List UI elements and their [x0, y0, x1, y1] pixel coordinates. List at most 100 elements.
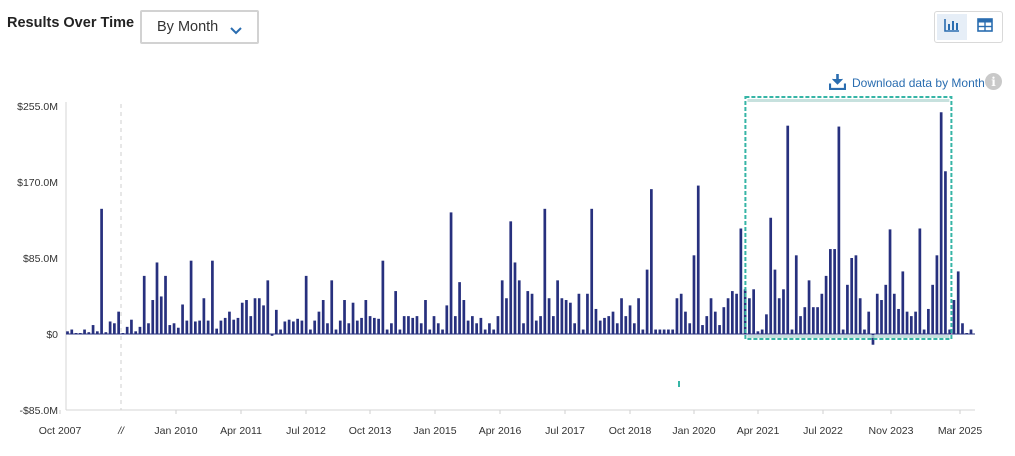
bar[interactable]	[343, 300, 346, 334]
bar[interactable]	[598, 320, 602, 334]
bar[interactable]	[492, 329, 496, 334]
bar[interactable]	[415, 316, 419, 334]
bar[interactable]	[829, 249, 832, 334]
bar[interactable]	[560, 298, 564, 334]
bar[interactable]	[526, 291, 530, 334]
bar[interactable]	[104, 332, 108, 334]
bar[interactable]	[662, 329, 666, 334]
bar[interactable]	[117, 311, 120, 334]
bar[interactable]	[194, 321, 197, 334]
bar[interactable]	[228, 311, 231, 334]
bar[interactable]	[858, 298, 862, 334]
bar[interactable]	[961, 323, 964, 334]
bar[interactable]	[816, 307, 819, 334]
bar[interactable]	[91, 325, 95, 334]
bar[interactable]	[147, 323, 150, 334]
bar[interactable]	[624, 316, 628, 334]
bar[interactable]	[364, 300, 368, 334]
bar[interactable]	[223, 317, 227, 334]
bar[interactable]	[760, 329, 764, 334]
bar[interactable]	[611, 311, 615, 334]
bar[interactable]	[752, 289, 755, 334]
bar[interactable]	[522, 323, 525, 334]
bar[interactable]	[620, 298, 623, 334]
bar[interactable]	[232, 319, 236, 334]
bar[interactable]	[820, 293, 824, 334]
bar[interactable]	[419, 323, 423, 334]
bar[interactable]	[471, 316, 474, 334]
bar[interactable]	[573, 323, 576, 334]
bar[interactable]	[944, 171, 947, 334]
bar[interactable]	[185, 320, 189, 334]
bar[interactable]	[705, 316, 709, 334]
bar[interactable]	[240, 302, 244, 334]
bar[interactable]	[330, 280, 334, 334]
bar[interactable]	[824, 275, 828, 334]
bar[interactable]	[287, 319, 291, 334]
bar[interactable]	[424, 300, 427, 334]
bar[interactable]	[219, 320, 223, 334]
bar[interactable]	[577, 293, 581, 334]
bar[interactable]	[807, 280, 811, 334]
bar[interactable]	[918, 228, 922, 334]
bar[interactable]	[266, 280, 270, 334]
bar[interactable]	[931, 284, 934, 334]
bar[interactable]	[151, 300, 155, 334]
bar[interactable]	[675, 298, 679, 334]
bar[interactable]	[556, 280, 559, 334]
bar[interactable]	[245, 300, 248, 334]
bar[interactable]	[326, 323, 329, 334]
bar[interactable]	[138, 326, 142, 334]
bar[interactable]	[441, 329, 444, 334]
bar[interactable]	[539, 316, 542, 334]
bar[interactable]	[909, 316, 913, 334]
bar[interactable]	[466, 320, 470, 334]
bar[interactable]	[164, 275, 167, 334]
bar[interactable]	[296, 318, 299, 334]
bar[interactable]	[317, 311, 321, 334]
bar[interactable]	[726, 298, 730, 334]
bar[interactable]	[867, 311, 871, 334]
bar[interactable]	[134, 331, 138, 334]
bar[interactable]	[671, 329, 675, 334]
bar[interactable]	[262, 305, 265, 334]
bar[interactable]	[739, 228, 743, 334]
bar[interactable]	[654, 329, 657, 334]
bar[interactable]	[854, 255, 858, 334]
bar[interactable]	[368, 316, 372, 334]
bar[interactable]	[833, 249, 836, 334]
bar[interactable]	[969, 329, 973, 334]
bar[interactable]	[590, 208, 594, 334]
bar[interactable]	[965, 333, 969, 334]
bar[interactable]	[645, 269, 649, 334]
bar[interactable]	[769, 217, 773, 334]
bar-view-button[interactable]	[937, 14, 967, 40]
download-data-link[interactable]: Download data by Month	[828, 73, 985, 93]
bar[interactable]	[411, 317, 415, 334]
bar[interactable]	[202, 298, 206, 334]
bar[interactable]	[799, 316, 802, 334]
bar[interactable]	[436, 323, 440, 334]
bar[interactable]	[313, 320, 317, 334]
bar[interactable]	[569, 302, 572, 334]
bar[interactable]	[176, 327, 180, 334]
bar[interactable]	[189, 260, 193, 334]
bar[interactable]	[249, 316, 253, 334]
bar[interactable]	[888, 229, 892, 334]
bar[interactable]	[935, 255, 939, 334]
bar[interactable]	[292, 321, 295, 334]
bar[interactable]	[543, 208, 547, 334]
bar[interactable]	[483, 329, 487, 334]
bar[interactable]	[688, 323, 692, 334]
bar[interactable]	[283, 321, 287, 334]
bar[interactable]	[939, 112, 943, 334]
bar[interactable]	[130, 319, 133, 334]
bar[interactable]	[884, 284, 888, 334]
bar[interactable]	[159, 296, 163, 334]
bar[interactable]	[394, 291, 398, 334]
bar[interactable]	[500, 280, 504, 334]
bar[interactable]	[897, 308, 900, 334]
bar[interactable]	[95, 331, 99, 334]
bar[interactable]	[181, 304, 184, 334]
bar[interactable]	[718, 325, 721, 334]
